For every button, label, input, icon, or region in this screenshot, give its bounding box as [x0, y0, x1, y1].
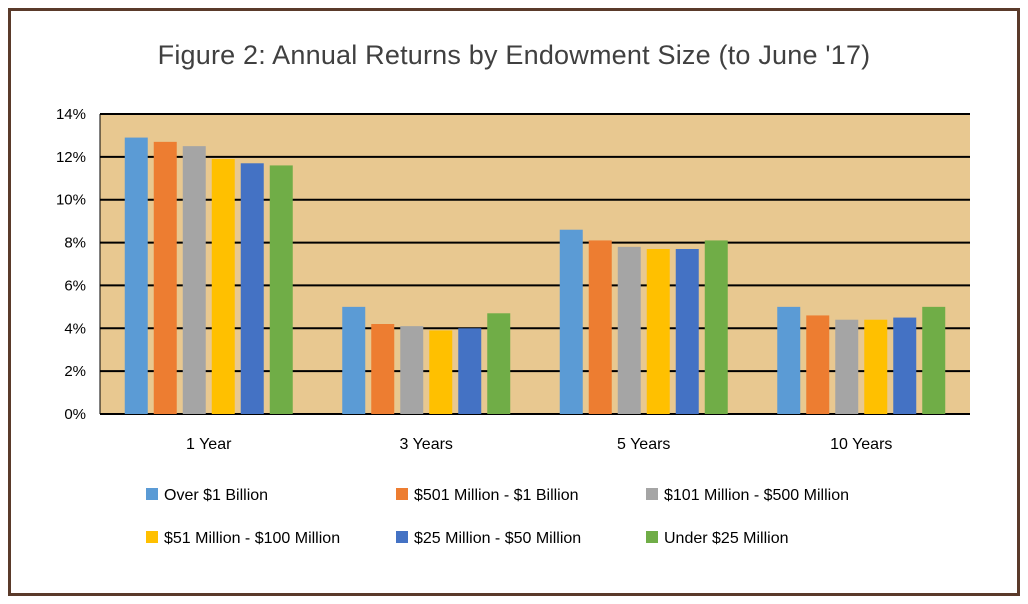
legend-swatch [396, 488, 408, 500]
bar [240, 163, 264, 414]
x-tick-label: 5 Years [617, 436, 670, 453]
y-tick-label: 4% [64, 320, 86, 337]
bar [675, 249, 699, 414]
bar [893, 317, 917, 414]
y-tick-label: 12% [56, 149, 86, 166]
bar [124, 137, 148, 415]
bar [559, 229, 583, 414]
bar [487, 313, 511, 414]
y-tick-label: 0% [64, 406, 86, 423]
bar [835, 319, 859, 414]
x-tick-label: 1 Year [186, 436, 232, 453]
bar [646, 249, 670, 414]
bar [429, 330, 453, 414]
bar [153, 141, 177, 414]
bar [806, 315, 830, 414]
legend-label: Over $1 Billion [164, 487, 268, 504]
x-tick-label: 10 Years [830, 436, 892, 453]
legend-label: $101 Million - $500 Million [664, 487, 849, 504]
bar [458, 328, 482, 414]
legend-label: $25 Million - $50 Million [414, 530, 581, 547]
y-tick-label: 6% [64, 277, 86, 294]
legend-swatch [146, 488, 158, 500]
bar [588, 240, 612, 414]
bar [922, 306, 946, 414]
bar [864, 319, 888, 414]
legend-label: $501 Million - $1 Billion [414, 487, 579, 504]
bar [617, 246, 641, 414]
y-tick-label: 14% [56, 106, 86, 123]
legend-swatch [646, 531, 658, 543]
y-tick-label: 8% [64, 235, 86, 252]
x-tick-label: 3 Years [400, 436, 453, 453]
legend-label: $51 Million - $100 Million [164, 530, 340, 547]
bar [269, 165, 293, 414]
y-tick-label: 10% [56, 192, 86, 209]
bar [371, 324, 395, 414]
legend-label: Under $25 Million [664, 530, 789, 547]
bar [777, 306, 801, 414]
legend-swatch [146, 531, 158, 543]
legend-swatch [396, 531, 408, 543]
chart-title: Figure 2: Annual Returns by Endowment Si… [157, 40, 871, 70]
y-tick-label: 2% [64, 363, 86, 380]
bar [211, 159, 235, 414]
legend-swatch [646, 488, 658, 500]
bar [342, 306, 366, 414]
bar [182, 146, 206, 414]
bar [704, 240, 728, 414]
bar [400, 326, 424, 414]
